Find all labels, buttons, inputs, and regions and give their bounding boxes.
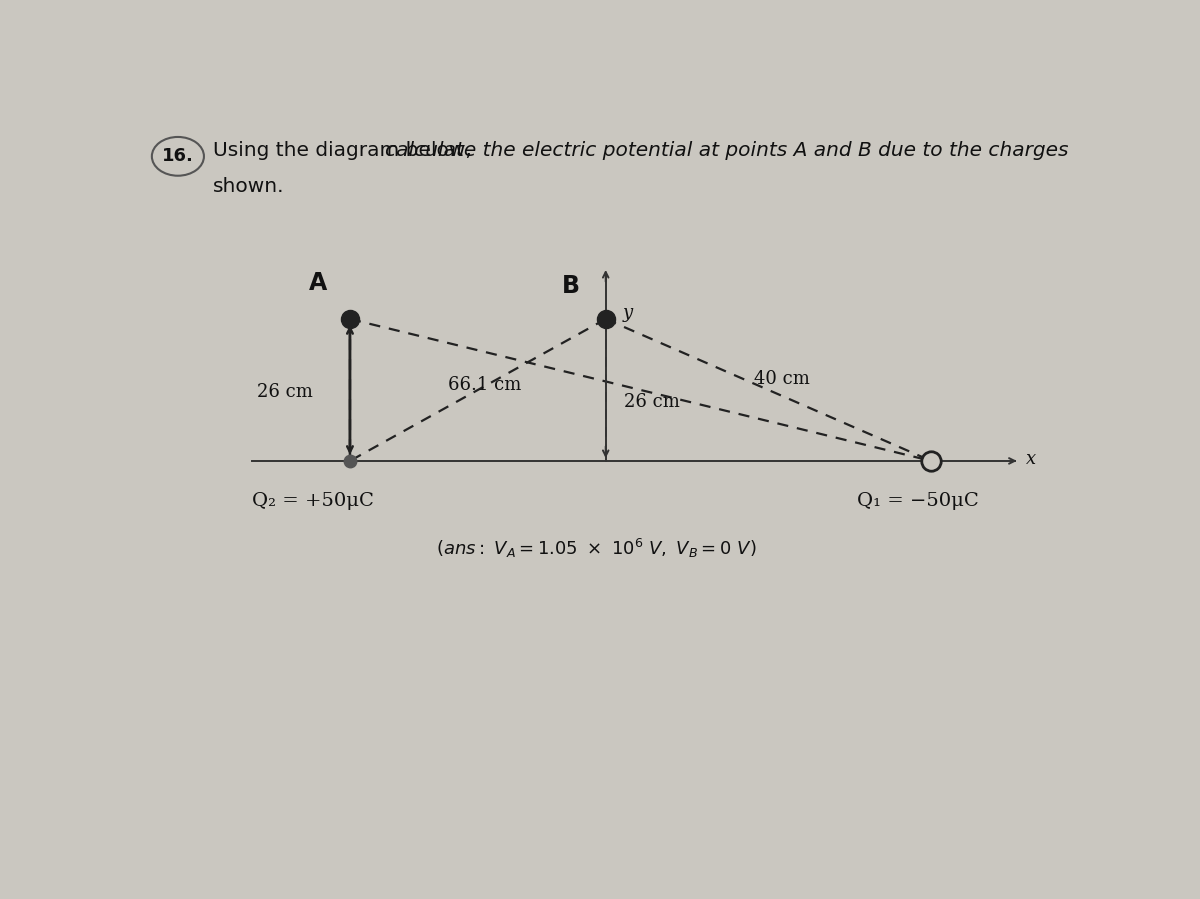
Text: B: B [562, 274, 580, 298]
Text: 26 cm: 26 cm [257, 383, 313, 401]
Text: 66.1 cm: 66.1 cm [448, 376, 522, 394]
Text: Using the diagram below,: Using the diagram below, [214, 141, 479, 160]
Text: 26 cm: 26 cm [624, 393, 680, 411]
Text: $(ans:\ V_A = 1.05\ \times\ 10^6\ V,\ V_B = 0\ V)$: $(ans:\ V_A = 1.05\ \times\ 10^6\ V,\ V_… [436, 537, 757, 560]
Text: A: A [308, 271, 326, 295]
Text: 16.: 16. [162, 147, 194, 165]
Text: shown.: shown. [214, 177, 284, 196]
Text: y: y [623, 305, 632, 323]
Text: calculate the electric potential at points A and B due to the charges: calculate the electric potential at poin… [385, 141, 1069, 160]
Text: Q₂ = +50μC: Q₂ = +50μC [252, 492, 374, 510]
Text: 40 cm: 40 cm [755, 370, 810, 388]
Text: x: x [1026, 450, 1036, 467]
Text: Q₁ = −50μC: Q₁ = −50μC [857, 492, 978, 510]
